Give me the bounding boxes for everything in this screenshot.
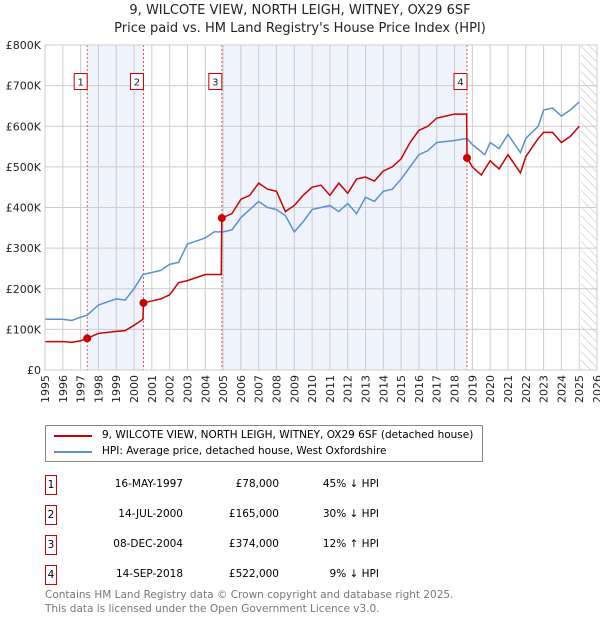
sale-point <box>217 214 226 223</box>
hpi-line <box>45 101 580 322</box>
y-tick-label: £0 <box>27 364 41 377</box>
x-tick-label: 1998 <box>92 375 105 403</box>
sale-price: £522,000 <box>228 568 279 580</box>
x-tick-label: 1996 <box>57 375 70 403</box>
legend: 9, WILCOTE VIEW, NORTH LEIGH, WITNEY, OX… <box>45 425 483 462</box>
legend-label-property: 9, WILCOTE VIEW, NORTH LEIGH, WITNEY, OX… <box>102 429 474 441</box>
x-tick-label: 2010 <box>306 375 319 403</box>
x-tick-label: 2015 <box>395 375 408 403</box>
x-tick-label: 2002 <box>164 375 177 403</box>
x-tick-label: 2013 <box>360 375 373 403</box>
x-tick-label: 2022 <box>520 375 533 403</box>
sale-label-box <box>208 73 223 91</box>
price-chart: 1995 1996 1997 1998 1999 2000 2001 2002 2003 2004… <box>6 39 600 403</box>
sale-hpi-diff: 9% ↓ HPI <box>329 568 379 580</box>
sale-date: 14-SEP-2018 <box>115 568 183 580</box>
x-tick-label: 2007 <box>253 375 266 403</box>
y-tick-label: £100K <box>6 323 42 336</box>
x-tick-label: 2025 <box>573 375 586 403</box>
sale-point <box>463 153 472 162</box>
legend-swatch-property <box>54 434 92 437</box>
sale-date: 16-MAY-1997 <box>114 478 183 490</box>
sale-marker-badge: 1 <box>45 475 57 495</box>
y-tick-label: £600K <box>6 120 42 133</box>
x-tick-label: 2019 <box>466 375 479 403</box>
sale-marker-badge: 3 <box>45 535 57 555</box>
sale-point <box>83 334 92 343</box>
y-tick-label: £400K <box>6 202 42 215</box>
sale-date: 08-DEC-2004 <box>113 538 183 550</box>
sale-price: £78,000 <box>235 478 279 490</box>
y-tick-label: £200K <box>6 283 42 296</box>
x-tick-label: 2001 <box>146 375 159 403</box>
x-tick-label: 2021 <box>502 375 515 403</box>
table-row: 4 14-SEP-2018 £522,000 9% ↓ HPI <box>45 565 385 585</box>
x-tick-label: 2006 <box>235 375 248 403</box>
y-tick-label: £700K <box>6 80 42 93</box>
sale-label: 4 <box>457 78 463 89</box>
sale-price: £374,000 <box>228 538 279 550</box>
chart-subtitle: Price paid vs. HM Land Registry's House … <box>114 21 486 36</box>
sale-marker-badge: 2 <box>45 505 57 525</box>
y-tick-label: £800K <box>6 39 42 52</box>
sale-hpi-diff: 45% ↓ HPI <box>322 478 379 490</box>
legend-label-hpi: HPI: Average price, detached house, West… <box>102 445 387 457</box>
legend-swatch-hpi <box>54 450 92 453</box>
sale-hpi-diff: 30% ↓ HPI <box>322 508 379 520</box>
x-tick-label: 2014 <box>377 375 390 403</box>
x-tick-label: 2009 <box>288 375 301 403</box>
x-tick-label: 1997 <box>75 375 88 403</box>
footer-copyright: Contains HM Land Registry data © Crown c… <box>45 589 454 601</box>
sale-price: £165,000 <box>228 508 279 520</box>
y-tick-label: £500K <box>6 161 42 174</box>
sale-hpi-diff: 12% ↑ HPI <box>322 538 379 550</box>
x-tick-label: 1999 <box>110 375 123 403</box>
x-tick-label: 2005 <box>217 375 230 403</box>
sale-label: 1 <box>78 78 84 89</box>
footer-licence: This data is licensed under the Open Gov… <box>45 603 380 615</box>
sale-label: 2 <box>134 78 140 89</box>
x-tick-label: 2017 <box>431 375 444 403</box>
footer: Contains HM Land Registry data © Crown c… <box>45 588 453 616</box>
plot-border <box>44 44 598 371</box>
x-tick-label: 2008 <box>270 375 283 403</box>
x-tick-label: 2024 <box>555 375 568 403</box>
x-tick-label: 2023 <box>538 375 551 403</box>
table-row: 2 14-JUL-2000 £165,000 30% ↓ HPI <box>45 505 385 525</box>
sale-label: 3 <box>212 78 218 89</box>
x-tick-label: 2000 <box>128 375 141 403</box>
y-tick-label: £300K <box>6 242 42 255</box>
x-tick-label: 1995 <box>39 375 52 403</box>
sale-label-box <box>73 73 88 91</box>
table-row: 3 08-DEC-2004 £374,000 12% ↑ HPI <box>45 535 385 555</box>
legend-item-hpi: HPI: Average price, detached house, West… <box>54 445 387 458</box>
legend-item-property: 9, WILCOTE VIEW, NORTH LEIGH, WITNEY, OX… <box>54 429 473 442</box>
sale-label-box <box>453 73 468 91</box>
sale-point <box>139 298 148 307</box>
sale-marker-badge: 4 <box>45 565 57 585</box>
x-tick-label: 2011 <box>324 375 337 403</box>
x-tick-label: 2016 <box>413 375 426 403</box>
table-row: 1 16-MAY-1997 £78,000 45% ↓ HPI <box>45 475 385 495</box>
sale-label-box <box>129 73 144 91</box>
x-tick-label: 2020 <box>484 375 497 403</box>
x-tick-label: 2004 <box>199 375 212 403</box>
x-tick-label: 2018 <box>449 375 462 403</box>
chart-title: 9, WILCOTE VIEW, NORTH LEIGH, WITNEY, OX… <box>129 3 471 18</box>
x-tick-label: 2012 <box>342 375 355 403</box>
x-tick-label: 2003 <box>181 375 194 403</box>
x-tick-label: 2026 <box>591 375 600 403</box>
sale-date: 14-JUL-2000 <box>118 508 183 520</box>
